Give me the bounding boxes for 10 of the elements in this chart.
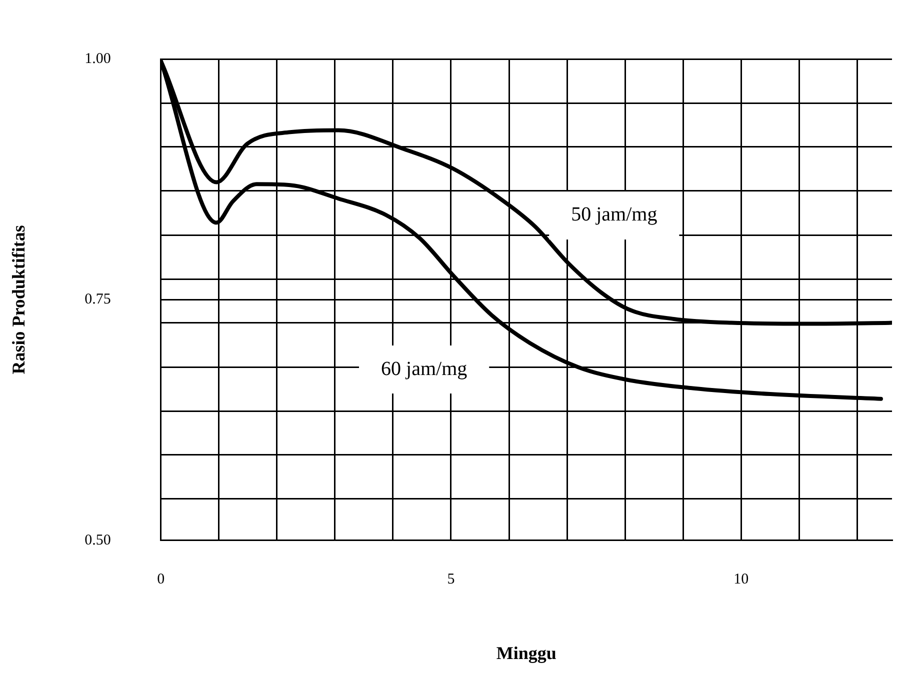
x-tick-label: 0 (157, 571, 165, 588)
y-tick-label: 1.00 (84, 50, 111, 67)
y-axis-title: Rasio Produktifitas (8, 225, 28, 374)
x-axis-title: Minggu (496, 642, 556, 663)
x-tick-label: 5 (447, 571, 455, 588)
y-tick-label: 0.75 (84, 292, 111, 308)
series-label: 50 jam/mg (571, 204, 658, 226)
text: 60 jam/mg (381, 358, 468, 380)
y-tick-label: 0.50 (84, 532, 111, 548)
x-tick-label: 10 (734, 571, 749, 588)
